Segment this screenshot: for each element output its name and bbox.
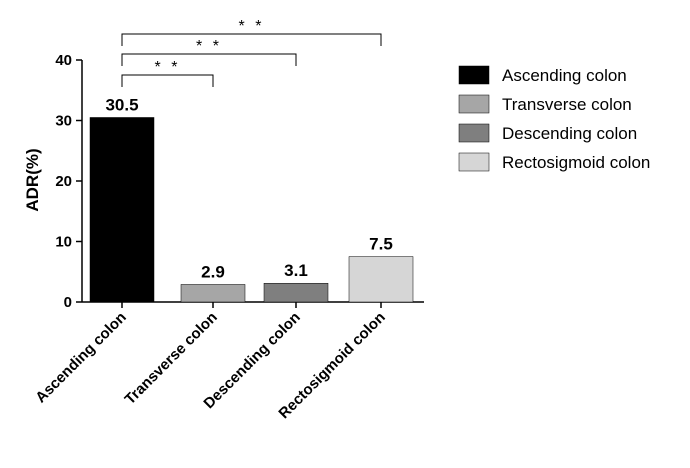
- y-tick-label: 20: [55, 173, 72, 190]
- legend-label: Descending colon: [502, 124, 637, 143]
- bar: [89, 117, 155, 303]
- legend-swatch: [458, 65, 490, 85]
- significance-bracket: [121, 33, 382, 46]
- legend-swatch: [458, 94, 490, 114]
- data-label: 7.5: [369, 235, 393, 254]
- significance-bracket: [121, 74, 214, 87]
- legend-swatch: [458, 123, 490, 143]
- y-axis-label: ADR(%): [23, 148, 42, 211]
- x-category-label: Ascending colon: [32, 309, 129, 406]
- legend-label: Transverse colon: [502, 95, 632, 114]
- y-tick-label: 30: [55, 113, 72, 130]
- significance-marker: * *: [155, 59, 181, 76]
- legend-label: Ascending colon: [502, 66, 627, 85]
- significance-bracket: [121, 53, 297, 66]
- x-category-label: Transverse colon: [122, 309, 221, 408]
- legend-label: Rectosigmoid colon: [502, 153, 650, 172]
- bar: [180, 284, 246, 303]
- data-label: 2.9: [201, 262, 225, 281]
- bar: [348, 256, 414, 303]
- data-label: 30.5: [105, 95, 138, 114]
- significance-marker: * *: [196, 38, 222, 55]
- data-label: 3.1: [284, 261, 308, 280]
- y-tick-label: 10: [55, 234, 72, 251]
- y-tick-label: 40: [55, 52, 72, 69]
- y-tick-label: 0: [64, 294, 72, 311]
- bar: [263, 282, 329, 303]
- legend-swatch: [458, 152, 490, 172]
- significance-marker: * *: [239, 18, 265, 35]
